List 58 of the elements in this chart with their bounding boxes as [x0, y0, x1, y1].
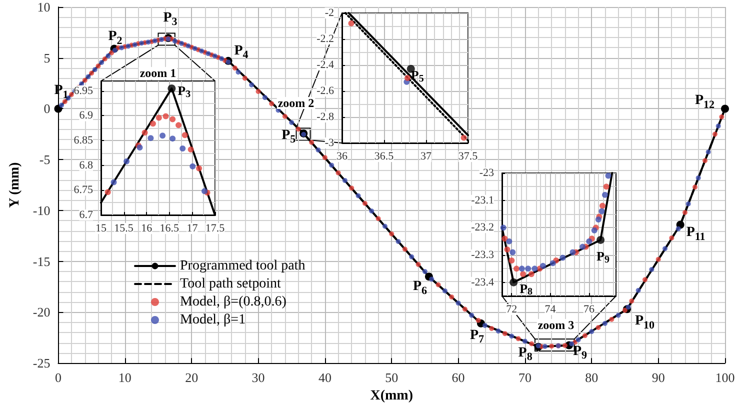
x-tick-label: 50	[385, 370, 398, 386]
y-tick-label: -25	[32, 356, 50, 371]
y-tick-label: -2.2	[316, 33, 334, 45]
legend-label: Programmed tool path	[180, 258, 306, 274]
y-tick-label: -2.8	[316, 111, 334, 123]
annotation: zoom 3	[538, 318, 574, 332]
x-tick-label: 10	[118, 370, 132, 386]
x-tick-label: 76	[583, 304, 595, 316]
y-axis-title: Y (mm)	[8, 162, 22, 208]
x-tick-label: 90	[652, 370, 665, 386]
y-tick-label: -2.4	[316, 59, 334, 71]
x-tick-label: 16.5	[160, 222, 180, 234]
y-tick-label: 6.7	[79, 209, 94, 221]
y-tick-label: -23.1	[471, 194, 494, 206]
y-tick-label: 10	[37, 0, 50, 14]
x-tick-label: 100	[715, 370, 735, 386]
x-tick-label: 15	[96, 222, 107, 234]
x-tick-label: 72	[506, 304, 518, 316]
x-tick-label: 60	[452, 370, 465, 386]
y-tick-label: 6.85	[74, 134, 94, 147]
x-tick-label: 37	[420, 150, 432, 162]
y-tick-label: -20	[32, 304, 50, 320]
legend-label: Model, β=1	[180, 312, 246, 328]
x-tick-label: 30	[252, 370, 265, 386]
x-tick-label: 17.5	[205, 222, 226, 234]
y-tick-label: 6.9	[79, 110, 94, 122]
y-tick-label: -15	[32, 254, 50, 269]
x-axis-title: X(mm)	[370, 388, 414, 404]
x-tick-label: 15.5	[114, 222, 134, 234]
x-tick-label: 16	[141, 222, 153, 234]
y-tick-label: 6.95	[74, 84, 94, 97]
y-tick-label: -23	[479, 167, 494, 179]
y-tick-label: 0	[44, 101, 50, 116]
y-tick-label: -3	[324, 137, 334, 149]
y-tick-label: -23.3	[471, 249, 494, 261]
x-tick-label: 74	[544, 304, 556, 316]
x-tick-label: 80	[585, 370, 598, 386]
legend-label: Model, β=(0.8,0.6)	[180, 294, 287, 310]
y-tick-label: 5	[44, 50, 50, 66]
x-tick-label: 20	[185, 370, 198, 386]
y-tick-label: 6.75	[74, 184, 94, 196]
y-tick-label: -23.2	[471, 222, 494, 234]
x-tick-label: 0	[54, 370, 62, 386]
x-tick-label: 36	[336, 150, 348, 162]
y-tick-label: -10	[32, 202, 50, 218]
x-tick-label: 37.5	[458, 150, 478, 162]
annotation: zoom 2	[278, 96, 314, 110]
legend-label: Tool path setpoint	[180, 276, 282, 292]
y-tick-label: -5	[39, 152, 50, 168]
annotation: zoom 1	[140, 66, 176, 80]
x-tick-label: 36.5	[374, 150, 394, 162]
x-tick-label: 40	[318, 370, 332, 386]
y-tick-label: 6.8	[79, 159, 94, 172]
x-tick-label: 70	[518, 370, 532, 386]
y-tick-label: -2.6	[316, 85, 334, 97]
y-tick-label: -2	[324, 7, 334, 19]
x-tick-label: 17	[186, 222, 198, 234]
y-tick-label: -23.4	[471, 276, 494, 288]
